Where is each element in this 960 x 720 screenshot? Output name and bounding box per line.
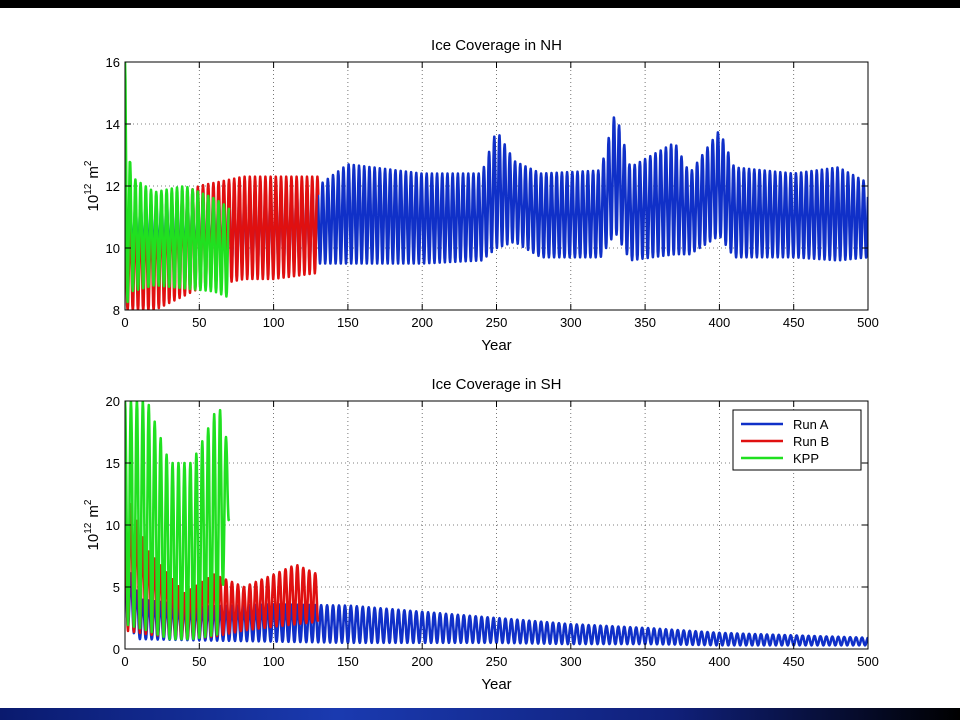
sh-xtick-label: 50 [192, 654, 206, 669]
sh-xtick-label: 400 [709, 654, 731, 669]
nh-xtick-label: 450 [783, 315, 805, 330]
nh-xtick-label: 500 [857, 315, 879, 330]
nh-x-axis-label: Year [481, 337, 511, 354]
nh-y-axis-label: 1012 m2 [83, 160, 102, 211]
sh-plot: 0 50 100 150 200 250 300 350 400 450 500 0 5 10 15 20 Ic… [83, 376, 879, 693]
sh-ytick-label: 15 [106, 456, 120, 471]
nh-ytick-label: 10 [106, 241, 120, 256]
sh-ytick-label: 20 [106, 394, 120, 409]
nh-xtick-label: 350 [634, 315, 656, 330]
sh-xtick-label: 300 [560, 654, 582, 669]
sh-ytick-label: 10 [106, 518, 120, 533]
sh-ylabel-base: 10 [85, 534, 102, 551]
sh-ylabel-unit: m [85, 505, 102, 518]
nh-xtick-label: 200 [411, 315, 433, 330]
sh-y-axis-label: 1012 m2 [83, 499, 102, 550]
sh-series-kpp [125, 401, 231, 641]
sh-xtick-label: 100 [263, 654, 285, 669]
sh-xtick-label: 200 [411, 654, 433, 669]
nh-ytick-label: 14 [106, 117, 120, 132]
nh-ylabel-unit-exp: 2 [83, 160, 94, 166]
sh-xtick-label: 450 [783, 654, 805, 669]
nh-xtick-label: 150 [337, 315, 359, 330]
sh-ylabel-exp: 12 [83, 522, 94, 534]
sh-ytick-label: 5 [113, 580, 120, 595]
nh-ylabel-unit: m [85, 166, 102, 179]
nh-xtick-label: 300 [560, 315, 582, 330]
sh-xtick-label: 250 [486, 654, 508, 669]
sh-xtick-label: 0 [121, 654, 128, 669]
top-bar [0, 0, 960, 8]
nh-ytick-label: 12 [106, 179, 120, 194]
nh-ytick-label: 8 [113, 303, 120, 318]
nh-ylabel-exp: 12 [83, 183, 94, 195]
sh-ylabel-unit-exp: 2 [83, 499, 94, 505]
nh-xtick-label: 100 [263, 315, 285, 330]
nh-ytick-label: 16 [106, 55, 120, 70]
sh-legend: Run A Run B KPP [732, 409, 862, 471]
legend-label-run-b: Run B [793, 434, 829, 449]
nh-ylabel-base: 10 [85, 195, 102, 212]
nh-xtick-label: 50 [192, 315, 206, 330]
nh-plot: 0 50 100 150 200 250 300 350 400 450 500810121416I… [83, 37, 879, 354]
sh-ytick-label: 0 [113, 642, 120, 657]
bottom-bar [0, 708, 960, 720]
legend-label-run-a: Run A [793, 417, 829, 432]
nh-xtick-label: 250 [486, 315, 508, 330]
sh-chart-title: Ice Coverage in SH [431, 376, 561, 393]
sh-xtick-label: 150 [337, 654, 359, 669]
nh-xtick-label: 0 [121, 315, 128, 330]
nh-series-kpp [125, 62, 231, 304]
nh-chart-title: Ice Coverage in NH [431, 37, 562, 54]
sh-xtick-label: 500 [857, 654, 879, 669]
sh-xtick-label: 350 [634, 654, 656, 669]
legend-label-kpp: KPP [793, 451, 819, 466]
nh-xtick-label: 400 [709, 315, 731, 330]
sh-x-axis-label: Year [481, 676, 511, 693]
